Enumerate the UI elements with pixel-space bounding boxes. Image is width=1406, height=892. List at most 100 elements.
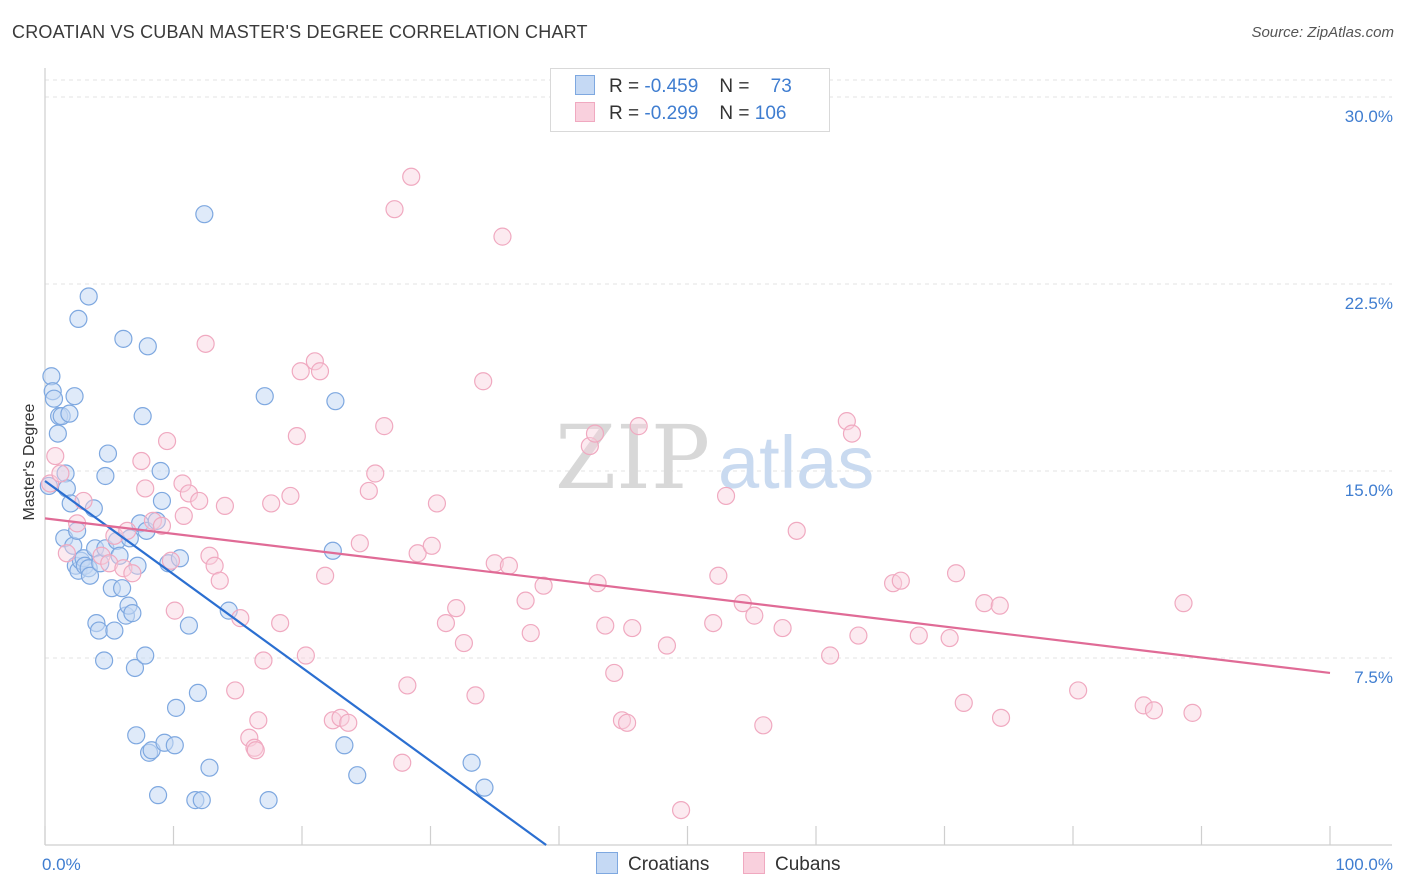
cubans-point-28 [231,609,250,628]
croatians-point-69 [255,387,274,406]
legend-item-cubans: Cubans [743,852,841,876]
trend-lines [44,480,1331,846]
croatians-point-61 [192,791,211,810]
cubans-point-21 [190,491,209,511]
cubans-point-98 [991,708,1011,727]
croatians-point-30 [98,444,118,463]
cubans-point-2 [51,464,70,483]
cubans-point-45 [350,534,369,553]
croatians-point-71 [326,392,345,411]
cubans-point-76 [657,636,677,655]
cubans-point-62 [493,227,512,246]
cubans-point-82 [745,606,764,625]
cubans-point-60 [474,372,493,391]
croatians-point-73 [335,736,354,755]
cubans-swatch [575,102,595,122]
r-label: R = [609,103,640,124]
cubans-point-71 [605,663,624,683]
croatians-point-35 [112,579,132,598]
cubans-point-97 [990,596,1009,615]
croatians-point-76 [475,778,494,797]
cubans-point-91 [891,571,910,590]
cubans-point-103 [1174,594,1193,613]
croatians-point-64 [138,337,157,356]
cubans-point-11 [123,564,142,583]
croatians-point-44 [133,407,152,426]
croatians-point-55 [165,736,184,755]
cubans-point-105 [174,506,193,525]
croatians-point-49 [147,511,166,530]
croatians-point-66 [69,309,88,329]
croatians-point-67 [79,287,98,306]
legend-row-cubans: R = -0.299 N = 106 [575,102,786,126]
croatians-point-63 [200,758,219,777]
cubans-point-52 [402,167,421,186]
croatians-point-50 [148,786,168,805]
axes [44,68,1392,846]
watermark: ZIP atlas [555,406,874,509]
cubans-point-44 [339,713,358,732]
watermark-atlas: atlas [718,421,874,504]
cubans-n-value: 106 [754,103,787,124]
watermark-zip: ZIP [555,406,710,509]
cubans-point-102 [1183,703,1202,722]
x-tick-label-0: 0.0% [42,855,81,874]
cubans-point-27 [226,681,245,700]
cubans-point-13 [136,479,155,498]
cubans-point-51 [398,676,417,695]
cubans-point-94 [946,564,966,583]
y-tick-label-0: 7.5% [1354,668,1393,687]
cubans-point-37 [291,362,310,381]
croatians-point-65 [114,329,133,348]
cubans-point-83 [754,716,773,735]
cubans-point-58 [454,633,474,653]
cubans-point-15 [152,516,172,535]
cubans-point-92 [909,626,928,645]
cubans-point-32 [254,651,273,670]
cubans-point-56 [436,613,456,633]
cubans-point-100 [1134,696,1153,715]
r-label: R = [609,76,640,97]
cubans-point-40 [310,362,330,381]
cubans-point-66 [534,576,553,595]
legend-item-croatians: Croatians [596,852,709,876]
cubans-trend-line [44,517,1331,675]
cubans-point-57 [447,599,466,618]
croatians-point-74 [348,766,367,785]
croatians-point-32 [105,621,124,640]
cubans-point-1 [46,446,65,466]
x-tick-label-1: 100.0% [1335,855,1393,874]
cubans-point-64 [516,591,535,610]
y-tick-label-1: 15.0% [1345,481,1393,500]
cubans-point-38 [296,646,315,665]
cubans-point-53 [408,544,427,563]
croatians-point-52 [152,491,172,511]
cubans-legend-swatch [743,852,765,874]
cubans-point-101 [1144,701,1164,720]
chart-title: CROATIAN VS CUBAN MASTER'S DEGREE CORREL… [12,22,588,42]
cubans-point-5 [74,491,93,511]
croatians-n-value: 73 [770,76,792,97]
cubans-point-63 [499,556,518,575]
cubans-point-55 [427,494,447,513]
legend-row-croatians: R = -0.459 N = 73 [575,75,792,99]
cubans-point-33 [262,494,281,513]
cubans-point-93 [940,628,959,648]
croatians-point-25 [89,621,109,640]
croatians-point-72 [323,541,342,560]
source-label: Source: ZipAtlas.com [1251,24,1394,41]
tick-labels: 7.5% 15.0% 22.5% 30.0% 0.0% 100.0% [42,107,1393,874]
cubans-point-50 [393,753,412,772]
n-label: N = [719,103,750,124]
cubans-point-75 [629,417,648,436]
cubans-point-80 [716,486,736,506]
croatians-point-10 [60,404,79,423]
cubans-point-73 [618,713,637,732]
cubans-point-10 [118,521,137,540]
croatians-point-39 [123,604,142,623]
correlation-legend: R = -0.459 N = 73 R = -0.299 N = 106 [550,68,830,132]
cubans-point-99 [1069,681,1088,700]
cubans-point-26 [215,496,234,516]
n-label: N = [719,76,750,97]
